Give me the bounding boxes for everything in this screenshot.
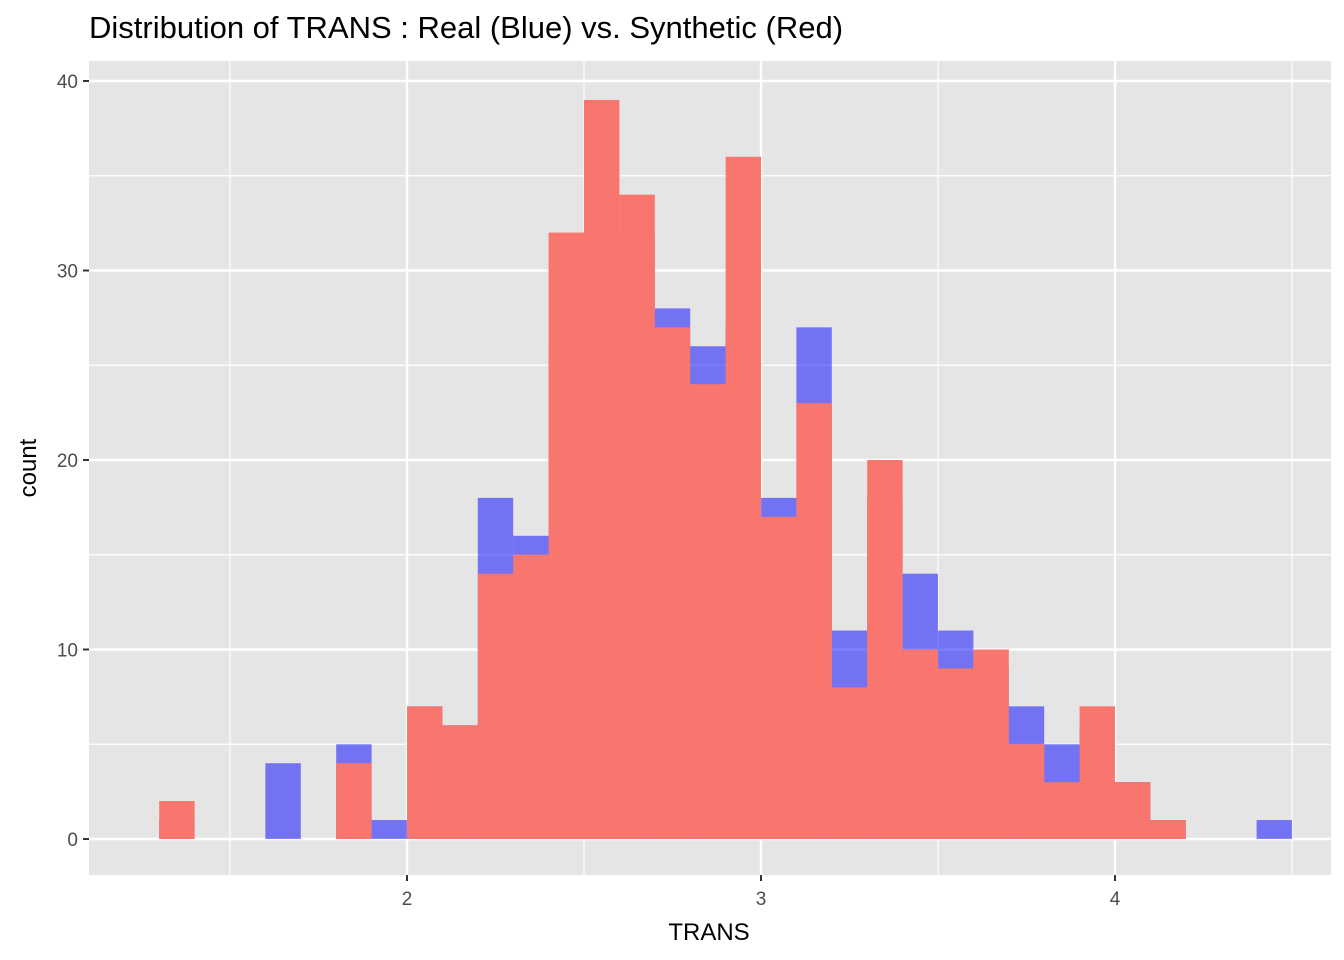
y-axis-title: count <box>15 438 42 497</box>
bar-series-1 <box>584 99 620 839</box>
bar-series-1 <box>867 460 903 839</box>
bar-series-1 <box>938 668 974 839</box>
bar-series-1 <box>761 516 797 839</box>
bar-series-1 <box>407 706 443 839</box>
bar-series-0 <box>265 763 301 839</box>
bar-series-1 <box>690 384 726 839</box>
y-tick-label: 40 <box>57 72 78 93</box>
y-tick-label: 20 <box>57 451 78 472</box>
bars <box>159 99 1292 840</box>
bar-series-1 <box>973 649 1009 839</box>
x-tick-label: 4 <box>1110 889 1121 910</box>
x-axis-title: TRANS <box>668 919 749 946</box>
bar-series-1 <box>619 194 655 839</box>
y-tick-label: 0 <box>67 830 78 851</box>
chart-title: Distribution of TRANS : Real (Blue) vs. … <box>89 10 844 45</box>
bar-series-0 <box>371 820 407 839</box>
bar-series-1 <box>1150 820 1186 839</box>
bar-series-1 <box>548 232 584 840</box>
bar-series-1 <box>1044 782 1080 839</box>
bar-series-1 <box>725 156 761 840</box>
bar-series-1 <box>902 649 938 839</box>
bar-series-1 <box>654 327 691 839</box>
bar-series-1 <box>513 554 549 839</box>
bar-series-1 <box>1079 706 1115 839</box>
bar-series-1 <box>336 763 372 839</box>
bar-series-1 <box>159 801 195 839</box>
bar-series-1 <box>831 687 868 839</box>
bar-series-1 <box>477 573 514 839</box>
bar-series-1 <box>1115 782 1151 839</box>
bar-series-1 <box>442 725 478 839</box>
x-tick-label: 3 <box>756 889 767 910</box>
x-tick-label: 2 <box>402 889 413 910</box>
y-tick-label: 10 <box>57 641 78 662</box>
bar-series-1 <box>1008 744 1045 839</box>
bar-series-1 <box>796 403 832 839</box>
bar-series-0 <box>1256 820 1292 839</box>
y-tick-label: 30 <box>57 262 78 283</box>
